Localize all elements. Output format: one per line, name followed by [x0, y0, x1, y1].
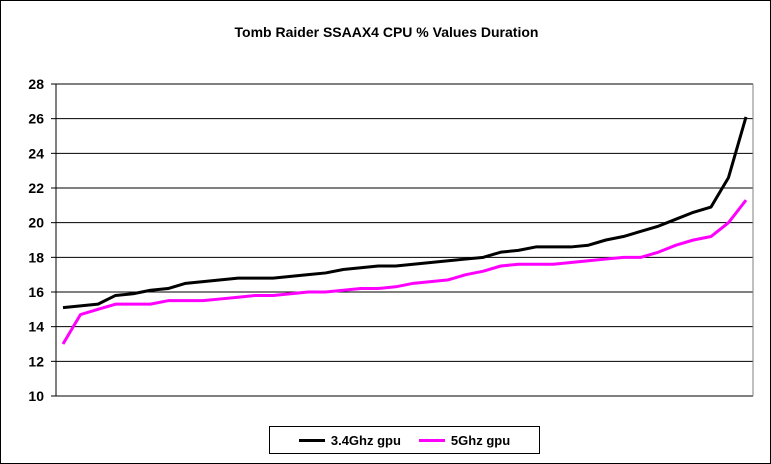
legend-label: 3.4Ghz gpu [330, 432, 401, 448]
y-tick-label: 20 [28, 215, 44, 231]
chart-title: Tomb Raider SSAAX4 CPU % Values Duration [234, 24, 539, 40]
legend-item-3.4ghz: 3.4Ghz gpu [298, 432, 401, 448]
y-tick-label: 22 [28, 180, 44, 196]
legend-swatch-black [298, 438, 325, 442]
y-tick-label: 12 [28, 353, 44, 369]
y-tick-label: 24 [28, 145, 44, 161]
legend-swatch-magenta [418, 438, 445, 442]
legend-label: 5Ghz gpu [450, 432, 511, 448]
y-tick-label: 28 [28, 76, 44, 92]
y-tick-label: 26 [28, 111, 44, 127]
series-line-1 [61, 199, 748, 345]
legend-item-5ghz: 5Ghz gpu [418, 432, 511, 448]
y-tick-label: 10 [28, 388, 44, 404]
y-tick-label: 18 [28, 249, 44, 265]
y-tick-label: 16 [28, 284, 44, 300]
series-line-0 [62, 116, 748, 310]
y-tick-label: 14 [28, 319, 44, 335]
legend: 3.4Ghz gpu 5Ghz gpu [269, 426, 540, 454]
